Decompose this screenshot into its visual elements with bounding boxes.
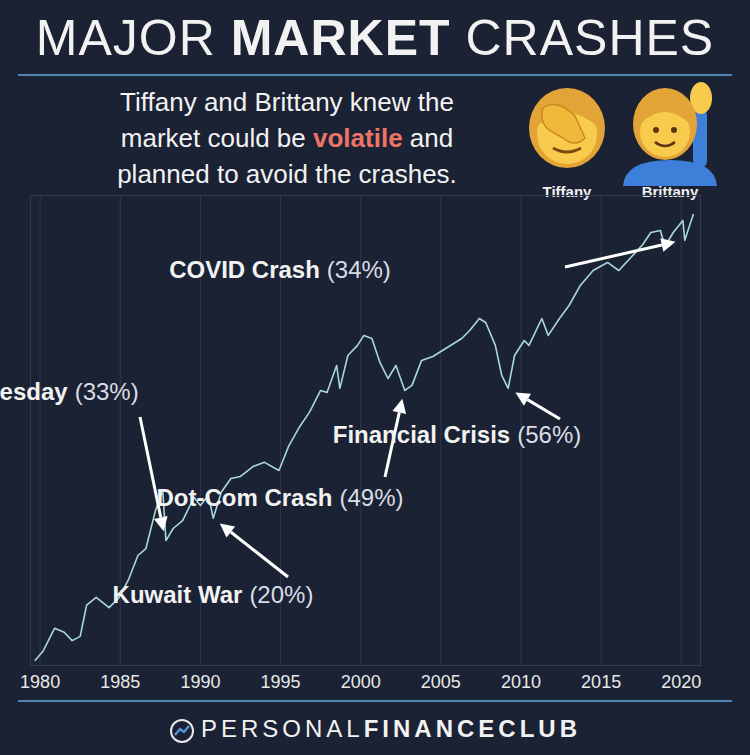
svg-text:Kuwait War(20%): Kuwait War(20%) xyxy=(113,581,314,608)
html-text:Tiffany and Brittany knew the: Tiffany and Brittany knew the market cou… xyxy=(117,87,457,189)
svg-text:2000: 2000 xyxy=(341,672,381,692)
svg-text:2010: 2010 xyxy=(501,672,541,692)
html-text:Brittany: Brittany xyxy=(641,183,699,200)
html-text:Tiffany: Tiffany xyxy=(542,183,592,200)
svg-text:Financial Crisis(56%): Financial Crisis(56%) xyxy=(333,421,581,448)
svg-text:Dot-Com Crash(49%): Dot-Com Crash(49%) xyxy=(156,484,403,511)
svg-text:1995: 1995 xyxy=(261,672,301,692)
svg-text:1980: 1980 xyxy=(20,672,60,692)
html-text:PERSONAL FINANCECLUB: PERSONAL FINANCECLUB xyxy=(201,715,581,742)
svg-text:1990: 1990 xyxy=(180,672,220,692)
svg-text:2015: 2015 xyxy=(581,672,621,692)
svg-text:1985: 1985 xyxy=(100,672,140,692)
svg-text:COVID Crash(34%): COVID Crash(34%) xyxy=(169,256,391,283)
svg-text:2005: 2005 xyxy=(421,672,461,692)
svg-text:Black Tuesday(33%): Black Tuesday(33%) xyxy=(0,378,139,405)
html-text:MAJOR MARKET CRASHES: MAJOR MARKET CRASHES xyxy=(35,10,715,66)
svg-text:2020: 2020 xyxy=(661,672,701,692)
